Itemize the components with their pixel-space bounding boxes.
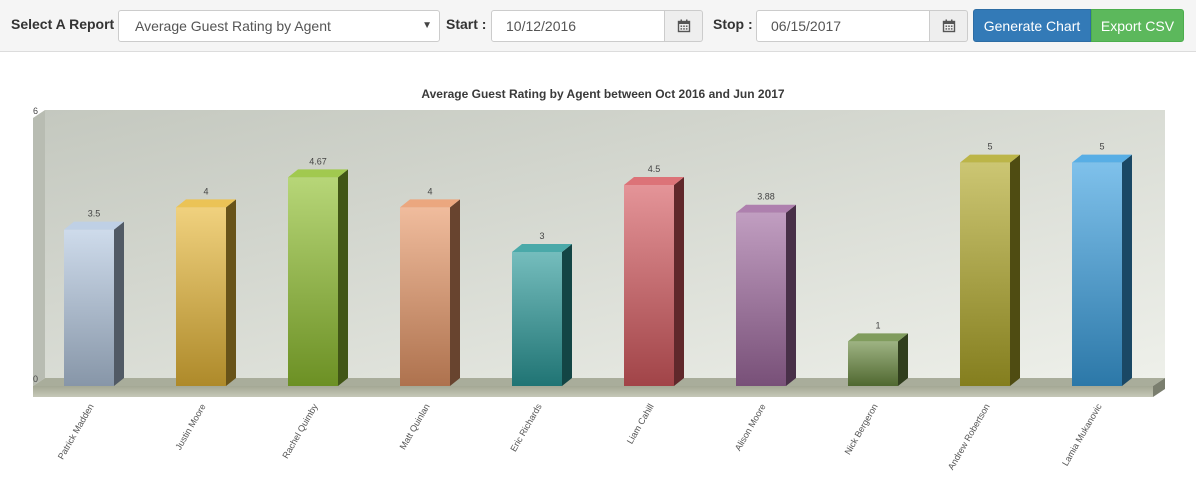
caret-down-icon: ▼ xyxy=(422,20,432,31)
bar-value-label: 4 xyxy=(427,186,432,196)
bar-side xyxy=(786,204,796,386)
bar-side xyxy=(114,221,124,386)
bar-front xyxy=(64,229,114,386)
bar-top xyxy=(64,221,124,230)
x-tick-label: Alison Moore xyxy=(733,402,768,452)
export-csv-button[interactable]: Export CSV xyxy=(1091,9,1184,42)
bar-top xyxy=(176,199,236,208)
bar-value-label: 5 xyxy=(1099,142,1104,152)
chart-title: Average Guest Rating by Agent between Oc… xyxy=(421,87,785,101)
bar-side xyxy=(338,169,348,386)
bar-value-label: 3 xyxy=(539,231,544,241)
bar-side xyxy=(1122,154,1132,386)
bar-front xyxy=(736,212,786,386)
bar-top xyxy=(1072,154,1132,163)
calendar-icon xyxy=(942,19,955,33)
bar-side xyxy=(674,177,684,386)
bar-front xyxy=(400,207,450,386)
bar-chart: Average Guest Rating by Agent between Oc… xyxy=(33,87,1165,472)
bar-front xyxy=(960,162,1010,386)
bar-2 xyxy=(288,169,348,386)
bar-9 xyxy=(1072,154,1132,386)
bar-1 xyxy=(176,199,236,386)
start-label: Start : xyxy=(446,16,487,32)
bar-side xyxy=(450,199,460,386)
bar-top xyxy=(624,177,684,185)
stop-date-input[interactable]: 06/15/2017 xyxy=(756,10,930,42)
x-tick-label: Liam Cahill xyxy=(625,402,656,446)
x-tick-label: Justin Moore xyxy=(173,402,207,452)
bar-top xyxy=(960,154,1020,163)
y-tick-label-min: 0 xyxy=(33,374,38,384)
y-tick-label-max: 6 xyxy=(33,106,38,116)
plot-left-wall xyxy=(33,110,45,386)
x-tick-label: Lamia Mukanovic xyxy=(1060,402,1104,468)
bar-top xyxy=(736,204,796,213)
start-date-value: 10/12/2016 xyxy=(506,18,577,34)
calendar-icon xyxy=(677,19,690,33)
bar-value-label: 3.88 xyxy=(757,192,775,202)
report-select[interactable]: Average Guest Rating by Agent ▼ xyxy=(118,10,440,42)
bar-3 xyxy=(400,199,460,386)
bar-value-label: 1 xyxy=(875,320,880,330)
generate-chart-button[interactable]: Generate Chart xyxy=(973,9,1091,42)
bar-front xyxy=(1072,162,1122,386)
x-tick-label: Patrick Madden xyxy=(56,402,96,461)
bar-front xyxy=(512,252,562,386)
stop-date-value: 06/15/2017 xyxy=(771,18,842,34)
bar-4 xyxy=(512,244,572,386)
stop-calendar-button[interactable] xyxy=(930,10,968,42)
bar-front xyxy=(288,177,338,386)
bar-side xyxy=(1010,154,1020,386)
bar-7 xyxy=(848,333,908,386)
bar-top xyxy=(288,169,348,178)
bar-8 xyxy=(960,154,1020,386)
start-calendar-button[interactable] xyxy=(665,10,703,42)
bar-value-label: 5 xyxy=(987,142,992,152)
bar-side xyxy=(562,244,572,386)
bar-front xyxy=(176,207,226,386)
bar-value-label: 4.67 xyxy=(309,156,327,166)
bar-5 xyxy=(624,177,684,386)
bar-0 xyxy=(64,221,124,386)
report-toolbar: Select A Report Average Guest Rating by … xyxy=(0,0,1196,52)
x-tick-label: Andrew Robertson xyxy=(946,402,992,472)
plot-floor-front xyxy=(33,386,1153,397)
report-select-value: Average Guest Rating by Agent xyxy=(135,18,331,34)
bar-6 xyxy=(736,204,796,386)
plot-floor-side xyxy=(1153,378,1165,397)
bar-side xyxy=(898,333,908,386)
bar-value-label: 4.5 xyxy=(648,164,661,174)
report-label: Select A Report xyxy=(11,16,115,32)
bar-front xyxy=(624,185,674,386)
x-tick-label: Nick Bergeron xyxy=(843,402,880,456)
x-tick-label: Rachel Quimby xyxy=(280,402,320,461)
bar-top xyxy=(512,244,572,252)
x-tick-label: Eric Richards xyxy=(508,402,544,454)
start-date-input[interactable]: 10/12/2016 xyxy=(491,10,665,42)
bar-value-label: 3.5 xyxy=(88,209,101,219)
bar-top xyxy=(400,199,460,208)
bar-value-label: 4 xyxy=(203,186,208,196)
bar-front xyxy=(848,341,898,386)
stop-label: Stop : xyxy=(713,16,753,32)
bar-side xyxy=(226,199,236,386)
bar-top xyxy=(848,333,908,342)
x-tick-label: Matt Quinlan xyxy=(398,402,432,451)
